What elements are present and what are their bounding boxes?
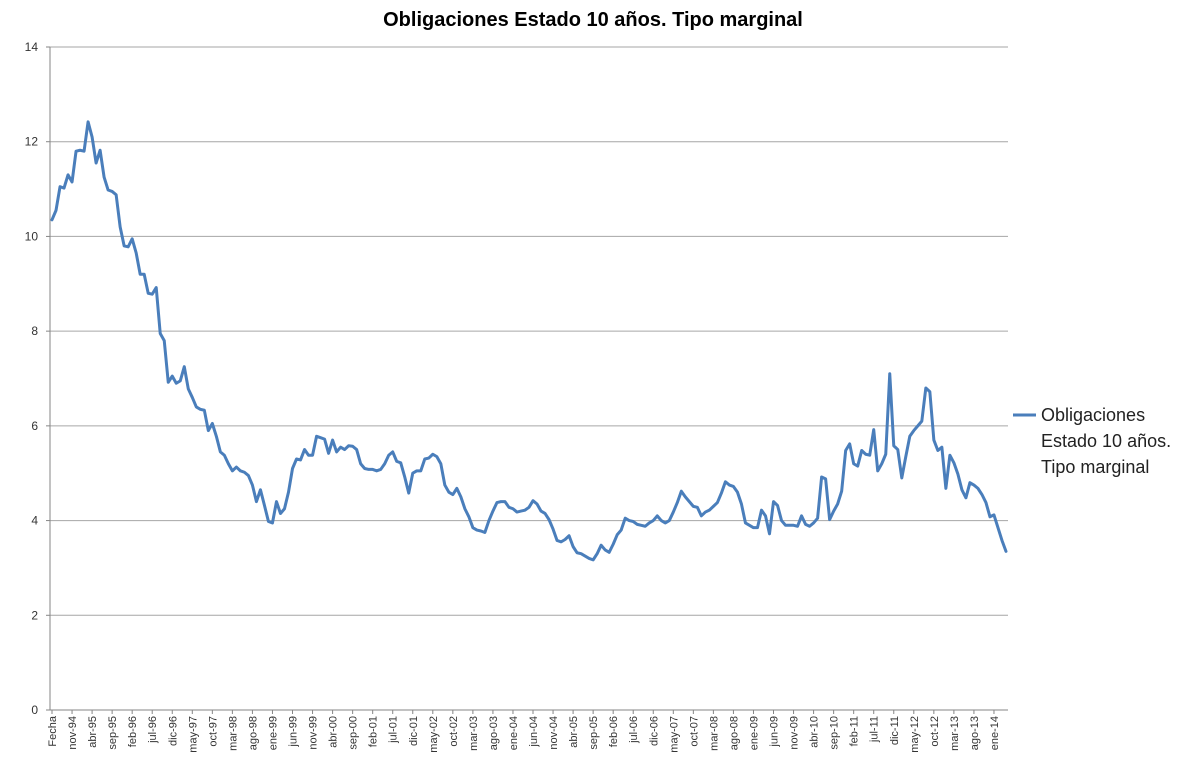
x-tick-label: feb-01 bbox=[368, 716, 380, 747]
x-tick-label: may-07 bbox=[668, 716, 680, 753]
x-tick-label: ago-08 bbox=[728, 716, 740, 750]
x-tick-label: may-02 bbox=[428, 716, 440, 753]
y-tick-label: 12 bbox=[25, 135, 39, 149]
x-tick-label: oct-07 bbox=[688, 716, 700, 747]
x-tick-label: sep-95 bbox=[107, 716, 119, 750]
x-tick-label: sep-10 bbox=[829, 716, 841, 750]
x-tick-label: sep-00 bbox=[348, 716, 360, 750]
x-tick-label: ene-99 bbox=[267, 716, 279, 750]
legend: Obligaciones Estado 10 años. Tipo margin… bbox=[1013, 405, 1176, 477]
chart-title: Obligaciones Estado 10 años. Tipo margin… bbox=[383, 9, 803, 31]
x-tick-label: may-97 bbox=[187, 716, 199, 753]
x-tick-label: abr-10 bbox=[809, 716, 821, 748]
x-tick-label: ene-09 bbox=[748, 716, 760, 750]
x-tick-label: feb-06 bbox=[608, 716, 620, 747]
y-tick-label: 10 bbox=[25, 229, 39, 243]
x-tick-label: nov-99 bbox=[308, 716, 320, 750]
x-tick-label: jul-96 bbox=[147, 716, 159, 744]
x-tick-label: jun-99 bbox=[288, 716, 300, 748]
x-tick-label: mar-13 bbox=[949, 716, 961, 751]
x-tick-label: jul-11 bbox=[869, 716, 881, 743]
y-tick-label: 0 bbox=[31, 703, 38, 717]
x-tick-label: mar-03 bbox=[468, 716, 480, 751]
x-tick-label: oct-02 bbox=[448, 716, 460, 747]
x-tick-label: oct-12 bbox=[929, 716, 941, 747]
x-tick-label: feb-11 bbox=[849, 716, 861, 746]
y-tick-label: 4 bbox=[31, 514, 38, 528]
x-tick-label: may-12 bbox=[909, 716, 921, 753]
x-tick-label: mar-08 bbox=[708, 716, 720, 751]
gridlines bbox=[50, 46, 1008, 616]
x-tick-label: nov-09 bbox=[789, 716, 801, 750]
x-tick-label: dic-11 bbox=[889, 716, 901, 745]
x-tick-label: dic-96 bbox=[167, 716, 179, 746]
x-tick-label: ene-04 bbox=[508, 716, 520, 750]
x-tick-label: ago-03 bbox=[488, 716, 500, 750]
x-tick-label: nov-04 bbox=[548, 716, 560, 750]
x-tick-label: jul-01 bbox=[388, 716, 400, 744]
x-tick-label: jun-04 bbox=[528, 716, 540, 748]
y-tick-label: 8 bbox=[31, 324, 38, 338]
x-tick-label: dic-06 bbox=[648, 716, 660, 746]
x-tick-labels: Fecha nov-94 abr-95 sep-95 feb-96 jul-96 dic-9… bbox=[47, 715, 1001, 753]
x-tick-label: jul-06 bbox=[628, 716, 640, 744]
x-tick-label: feb-96 bbox=[127, 716, 139, 747]
x-tick-label: abr-95 bbox=[87, 716, 99, 748]
x-tick-label: ene-14 bbox=[989, 716, 1001, 750]
y-tick-label: 6 bbox=[31, 419, 38, 433]
x-tick-label: sep-05 bbox=[588, 716, 600, 750]
x-tick-label: jun-09 bbox=[769, 716, 781, 748]
series-line bbox=[50, 120, 1008, 562]
svg-text:Obligaciones Estado 10 a: Obligaciones Estado 10 años. Tipo margin… bbox=[1041, 405, 1176, 477]
y-axis: 0 2 4 6 8 10 12 14 bbox=[25, 40, 50, 717]
y-tick-label: 14 bbox=[25, 40, 39, 54]
x-tick-label: ago-13 bbox=[969, 716, 981, 750]
x-tick-label: nov-94 bbox=[67, 716, 79, 750]
x-tick-label: abr-00 bbox=[328, 716, 340, 748]
series-layer bbox=[50, 120, 1008, 562]
x-tick-label: oct-97 bbox=[207, 716, 219, 747]
x-tick-label: Fecha bbox=[47, 715, 59, 746]
x-tick-label: ago-98 bbox=[247, 716, 259, 750]
x-axis bbox=[49, 47, 1008, 714]
x-tick-label: abr-05 bbox=[568, 716, 580, 748]
x-tick-label: mar-98 bbox=[227, 716, 239, 751]
legend-label: Obligaciones bbox=[1041, 405, 1145, 425]
x-tick-label: dic-01 bbox=[408, 716, 420, 746]
y-tick-label: 2 bbox=[31, 608, 38, 622]
